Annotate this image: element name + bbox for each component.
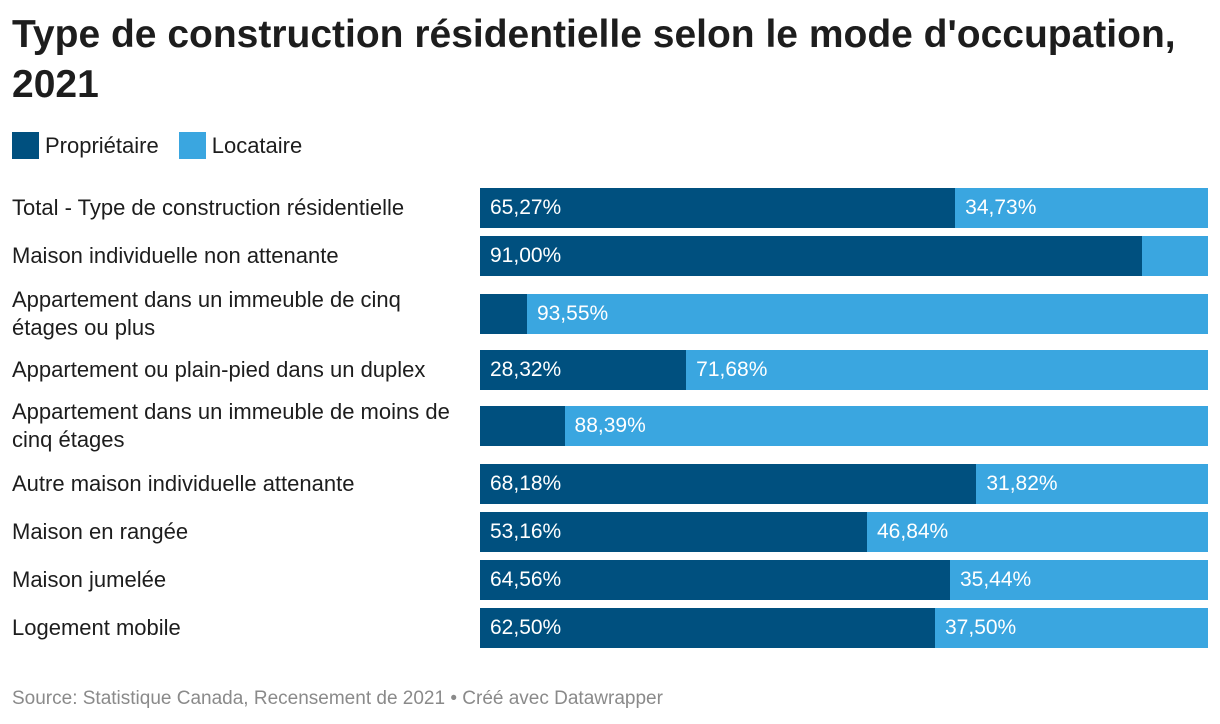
data-label: 46,84%: [877, 520, 949, 543]
legend: Propriétaire Locataire: [12, 132, 322, 159]
data-label: 34,73%: [965, 196, 1037, 219]
bar-segment-owner: 64,56%: [480, 560, 950, 600]
data-label: 65,27%: [490, 196, 562, 219]
bar-segment-renter: 93,55%: [526, 294, 1208, 334]
bar-segment-renter: 71,68%: [686, 350, 1208, 390]
bar-segment-renter: 88,39%: [564, 406, 1208, 446]
category-label: Logement mobile: [12, 615, 181, 640]
bar-row: Appartement dans un immeuble de cinq éta…: [0, 287, 1220, 340]
stacked-bar: 64,56% 35,44%: [480, 560, 1208, 600]
data-label: 28,32%: [490, 358, 562, 381]
bar-segment-owner: 53,16%: [480, 512, 867, 552]
bar-row: Logement mobile 62,50% 37,50%: [0, 608, 1220, 648]
bar-segment-owner: 28,32%: [480, 350, 687, 390]
data-label: 35,44%: [959, 568, 1032, 591]
stacked-bar: 68,18% 31,82%: [480, 464, 1208, 504]
stacked-bar: 62,50% 37,50%: [480, 608, 1208, 648]
data-label: 91,00%: [490, 244, 562, 267]
category-label: Maison jumelée: [12, 567, 167, 592]
category-label: Appartement ou plain-pied dans un duplex: [12, 357, 426, 382]
stacked-bar: 53,16% 46,84%: [480, 512, 1208, 552]
data-label: 68,18%: [490, 472, 562, 495]
bar-segment-renter: [1142, 236, 1208, 276]
bar-segment-renter: 31,82%: [976, 464, 1208, 504]
legend-label-owner: Propriétaire: [45, 132, 159, 158]
category-label: Total - Type de construction résidentiel…: [12, 195, 405, 220]
bar-segment-renter: 34,73%: [955, 188, 1208, 228]
bar-segment-owner: 65,27%: [480, 188, 956, 228]
stacked-bar: 91,00%: [480, 236, 1208, 276]
bar-row: Total - Type de construction résidentiel…: [0, 188, 1220, 228]
data-label: 93,55%: [536, 302, 609, 325]
data-label: 31,82%: [986, 472, 1058, 495]
bar-segment-owner: 62,50%: [480, 608, 935, 648]
category-label: Appartement dans un immeuble de cinq éta…: [12, 287, 401, 340]
bar-segment-owner: 68,18%: [480, 464, 977, 504]
legend-swatch-renter: [178, 132, 206, 159]
bar-segment-owner: [480, 294, 527, 334]
chart-title: Type de construction résidentielle selon…: [12, 13, 1176, 106]
bar-row: Appartement dans un immeuble de moins de…: [0, 399, 1220, 452]
legend-swatch-owner: [12, 132, 39, 159]
legend-item-owner: Propriétaire: [12, 132, 159, 159]
bar-segment-renter: 35,44%: [949, 560, 1208, 600]
category-label: Maison individuelle non attenante: [12, 243, 339, 268]
category-label: Appartement dans un immeuble de moins de…: [12, 399, 450, 452]
bar-row: Autre maison individuelle attenante 68,18…: [0, 464, 1220, 504]
bar-row: Maison en rangée 53,16% 46,84%: [0, 512, 1220, 552]
stacked-bar: 88,39%: [480, 406, 1208, 446]
bar-segment-renter: 37,50%: [935, 608, 1208, 648]
bar-segment-renter: 46,84%: [867, 512, 1208, 552]
data-label: 37,50%: [945, 616, 1017, 639]
source-note: Source: Statistique Canada, Recensement …: [12, 688, 663, 709]
stacked-bar: 93,55%: [480, 294, 1208, 334]
category-label: Maison en rangée: [12, 519, 189, 544]
data-label: 62,50%: [490, 616, 562, 639]
stacked-bar: 65,27% 34,73%: [480, 188, 1208, 228]
bar-row: Appartement ou plain-pied dans un duplex…: [0, 350, 1220, 390]
bar-row: Maison individuelle non attenante 91,00%: [0, 236, 1220, 276]
data-label: 88,39%: [574, 414, 646, 437]
data-label: 71,68%: [696, 358, 768, 381]
stacked-bar: 28,32% 71,68%: [480, 350, 1208, 390]
data-label: 53,16%: [490, 520, 562, 543]
legend-label-renter: Locataire: [211, 132, 303, 158]
legend-item-renter: Locataire: [178, 132, 303, 159]
bar-segment-owner: 91,00%: [480, 236, 1143, 276]
category-label: Autre maison individuelle attenante: [12, 471, 355, 496]
data-label: 64,56%: [490, 568, 562, 591]
bar-row: Maison jumelée 64,56% 35,44%: [0, 560, 1220, 600]
bar-segment-owner: [480, 406, 565, 446]
